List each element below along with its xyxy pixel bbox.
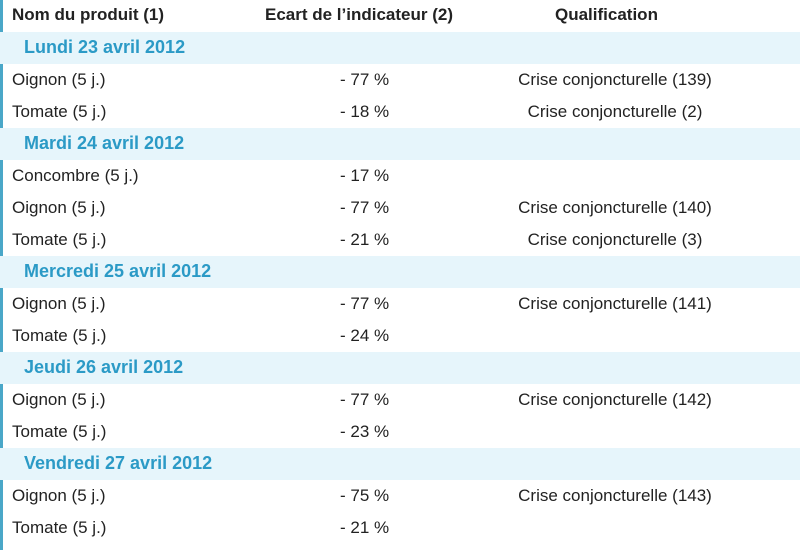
table-row: Tomate (5 j.) - 18 % Crise conjoncturell… [0, 96, 800, 128]
product-name: Tomate (5 j.) [12, 518, 107, 537]
date-label: Jeudi 26 avril 2012 [24, 357, 184, 377]
product-name: Oignon (5 j.) [12, 486, 106, 505]
header-qualification: Qualification [555, 5, 658, 24]
product-name: Oignon (5 j.) [12, 70, 106, 89]
qualification: Crise conjoncturelle (2) [527, 102, 703, 121]
date-group-header: Jeudi 26 avril 2012 [0, 352, 800, 384]
indicator-gap: - 21 % [340, 230, 390, 249]
table-row: Concombre (5 j.) - 17 % [0, 160, 800, 192]
product-name: Tomate (5 j.) [12, 102, 107, 121]
date-group-header: Lundi 23 avril 2012 [0, 32, 800, 64]
qualification: Crise conjoncturelle (141) [518, 294, 712, 313]
indicator-gap: - 75 % [340, 486, 390, 505]
indicator-gap: - 77 % [340, 390, 390, 409]
indicator-gap: - 24 % [340, 326, 390, 345]
product-name: Tomate (5 j.) [12, 230, 107, 249]
indicator-gap: - 17 % [340, 166, 390, 185]
product-name: Oignon (5 j.) [12, 294, 106, 313]
date-label: Mercredi 25 avril 2012 [24, 261, 212, 281]
table-row: Tomate (5 j.) - 23 % [0, 416, 800, 448]
table-row: Oignon (5 j.) - 77 % Crise conjoncturell… [0, 64, 800, 96]
table-body: Lundi 23 avril 2012 Oignon (5 j.) - 77 %… [0, 32, 800, 544]
header-indicator-gap: Ecart de l’indicateur (2) [265, 5, 453, 24]
table-header: Nom du produit (1) Ecart de l’indicateur… [0, 0, 800, 32]
product-name: Concombre (5 j.) [12, 166, 139, 185]
date-label: Vendredi 27 avril 2012 [24, 453, 213, 473]
table-row: Tomate (5 j.) - 21 % Crise conjoncturell… [0, 224, 800, 256]
qualification: Crise conjoncturelle (140) [518, 198, 712, 217]
table-row: Tomate (5 j.) - 21 % [0, 512, 800, 544]
table-row: Oignon (5 j.) - 77 % Crise conjoncturell… [0, 384, 800, 416]
qualification: Crise conjoncturelle (3) [527, 230, 703, 249]
date-label: Lundi 23 avril 2012 [24, 37, 186, 57]
date-group-header: Vendredi 27 avril 2012 [0, 448, 800, 480]
qualification: Crise conjoncturelle (143) [518, 486, 712, 505]
product-name: Tomate (5 j.) [12, 422, 107, 441]
qualification: Crise conjoncturelle (139) [518, 70, 712, 89]
indicator-gap: - 23 % [340, 422, 390, 441]
product-name: Tomate (5 j.) [12, 326, 107, 345]
table-row: Tomate (5 j.) - 24 % [0, 320, 800, 352]
table-row: Oignon (5 j.) - 77 % Crise conjoncturell… [0, 192, 800, 224]
indicator-gap: - 77 % [340, 198, 390, 217]
date-group-header: Mardi 24 avril 2012 [0, 128, 800, 160]
indicator-gap: - 18 % [340, 102, 390, 121]
date-group-header: Mercredi 25 avril 2012 [0, 256, 800, 288]
indicator-gap: - 77 % [340, 294, 390, 313]
indicator-gap: - 77 % [340, 70, 390, 89]
table-row: Oignon (5 j.) - 75 % Crise conjoncturell… [0, 480, 800, 512]
product-name: Oignon (5 j.) [12, 390, 106, 409]
qualification: Crise conjoncturelle (142) [518, 390, 712, 409]
header-product-name: Nom du produit (1) [12, 5, 165, 24]
date-label: Mardi 24 avril 2012 [24, 133, 185, 153]
indicator-gap: - 21 % [340, 518, 390, 537]
product-name: Oignon (5 j.) [12, 198, 106, 217]
table-row: Oignon (5 j.) - 77 % Crise conjoncturell… [0, 288, 800, 320]
